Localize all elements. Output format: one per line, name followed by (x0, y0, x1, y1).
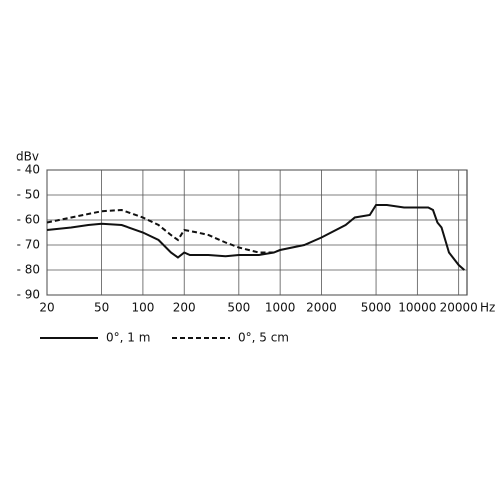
x-tick-label: 2000 (306, 301, 337, 315)
plot-frame (46, 169, 468, 296)
x-tick-label: 20 (39, 301, 54, 315)
x-tick-label: 5000 (361, 301, 392, 315)
y-tick-label: - 70 (17, 238, 40, 252)
x-tick-label: 10000 (398, 301, 436, 315)
y-tick-label: - 80 (17, 263, 40, 277)
x-tick-label: 100 (131, 301, 154, 315)
y-tick-label: - 40 (17, 163, 40, 177)
y-tick-label: - 60 (17, 213, 40, 227)
line (46, 208, 281, 254)
y-tick-label: - 50 (17, 188, 40, 202)
legend-label: 0°, 1 m (106, 331, 150, 345)
line (46, 204, 466, 271)
y-tick-label: - 90 (17, 288, 40, 302)
x-tick-label: 20000 (440, 301, 478, 315)
x-axis-label: Hz (480, 301, 495, 315)
x-tick-label: 500 (227, 301, 250, 315)
x-tick-label: 50 (94, 301, 109, 315)
x-tick-label: 1000 (265, 301, 296, 315)
x-tick-label: 200 (173, 301, 196, 315)
legend-label: 0°, 5 cm (238, 331, 289, 345)
y-axis-label: dBv (16, 150, 39, 164)
